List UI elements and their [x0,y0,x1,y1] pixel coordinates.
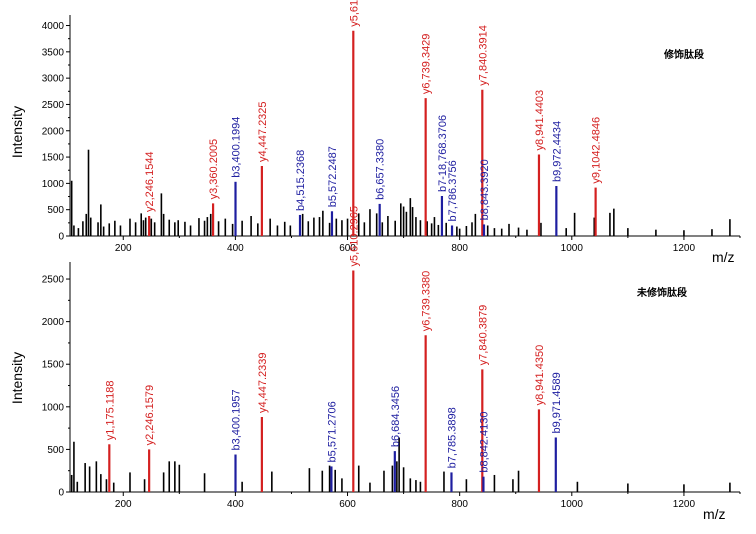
y-ion-peak-label: y4,447.2339 [257,352,269,413]
b-ion-peak-label: b8,843.3920 [479,159,491,220]
y-ion-peak-label: y7,840.3879 [477,305,489,366]
y-ion-peak-label: y4,447.2325 [257,101,269,162]
y-tick-label: 1500 [42,360,65,371]
bottom-annotation: 未修饰肽段 [636,286,687,299]
y-ion-peak-label: y2,246.1579 [144,385,156,446]
y-ion-peak-label: y9,1042.4846 [591,117,603,184]
b-ion-peak-label: b6,684.3456 [390,386,402,447]
y-tick-label: 1000 [42,402,65,413]
y-tick-label: 4000 [42,21,65,32]
x-tick-label: 800 [451,243,468,254]
b-ion-peak-label: b4,515.2368 [295,150,307,211]
top-annotation: 修饰肽段 [663,48,704,61]
y-tick-label: 1500 [42,153,65,164]
b-ion-peak-label: b8,842.4130 [478,411,490,472]
b-ion-peak-label: b9,971.4589 [551,372,563,433]
y-ion-peak-label: y6,739.3380 [421,271,433,332]
y-ion-peak-label: y8,941.4403 [534,90,546,151]
y-tick-label: 2000 [42,126,65,137]
b-ion-peak-label: b7-18,768.3706 [437,115,449,192]
y-tick-label: 3000 [42,74,65,85]
x-tick-label: 200 [115,243,132,254]
x-tick-label: 400 [227,499,244,510]
x-tick-label: 1000 [561,499,584,510]
bottom-spectrum-panel: Intensity m/z 未修饰肽段 05001000150020002500… [9,206,741,522]
top-spectrum-panel: Intensity m/z 修饰肽段 0 500 1000 1500 2000 2500 3… [9,0,741,265]
y-ion-peak-label: y2,246.1544 [144,151,156,212]
x-tick-label: 1200 [673,499,696,510]
y-tick-label: 500 [47,445,64,456]
y-tick-label: 1000 [42,179,65,190]
y-tick-label: 2000 [42,317,65,328]
y-tick-label: 0 [58,488,64,499]
x-tick-label: 800 [451,499,468,510]
y-tick-label: 0 [58,232,64,243]
x-tick-label: 400 [227,243,244,254]
b-ion-peak-label: b5,572.2487 [327,146,339,207]
y-tick-label: 2500 [42,275,65,286]
b-ion-peak-label: b7,786.3756 [447,160,459,221]
y-ion-peak-label: y8,941.4350 [534,345,546,406]
b-ion-peak-label: b3,400.1957 [231,389,243,450]
b-ion-peak-label: b6,657.3380 [375,139,387,200]
x-tick-label: 600 [339,499,356,510]
x-tick-label: 200 [115,499,132,510]
y-tick-label: 500 [47,205,64,216]
x-tick-label: 1000 [561,243,584,254]
y-ion-peak-label: y5,610.2965 [348,206,360,267]
y-ion-peak-label: y6,739.3429 [421,34,433,95]
x-tick-label: 1200 [673,243,696,254]
top-ylabel: Intensity [9,106,25,158]
b-ion-peak-label: b3,400.1994 [231,117,243,178]
x-tick-label: 600 [339,243,356,254]
b-ion-peak-label: b7,785.3898 [446,407,458,468]
top-xlabel: m/z [712,249,735,265]
b-ion-peak-label: b9,972.4434 [551,121,563,182]
y-ion-peak-label: y1,175.1188 [104,381,116,441]
y-ion-peak-label: y5,610.2961 [348,0,360,27]
b-ion-peak-label: b5,571.2706 [326,401,338,462]
y-tick-label: 3500 [42,47,65,58]
y-ion-peak-label: y3,360.2005 [208,139,220,200]
y-ion-peak-label: y7,840.3914 [477,25,489,86]
bottom-xlabel: m/z [703,506,726,522]
bottom-ylabel: Intensity [9,352,25,404]
y-tick-label: 2500 [42,100,65,111]
